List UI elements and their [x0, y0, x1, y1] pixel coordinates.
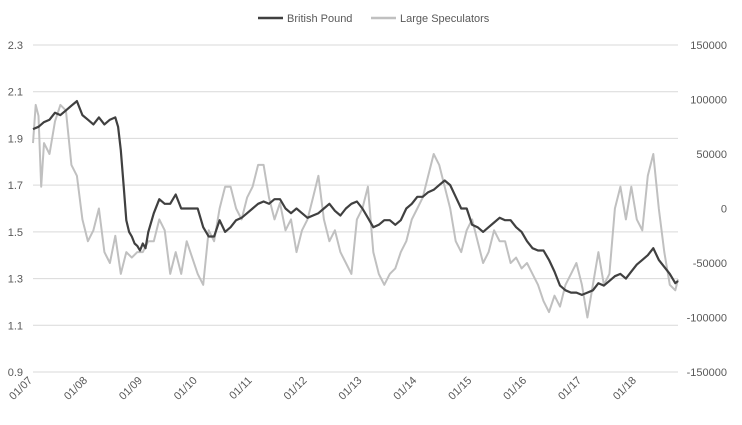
- x-tick-label: 01/08: [62, 375, 90, 403]
- left-tick-label: 1.9: [8, 133, 23, 145]
- x-tick-label: 01/15: [446, 375, 474, 403]
- x-tick-label: 01/12: [282, 375, 310, 403]
- x-tick-label: 01/14: [391, 375, 419, 403]
- left-tick-label: 1.1: [8, 320, 23, 332]
- left-tick-label: 2.3: [8, 40, 23, 52]
- legend: British Pound Large Speculators: [258, 13, 490, 25]
- x-axis: 01/07 01/08 01/09 01/10 01/11 01/12 01/13 01/14…: [7, 375, 639, 403]
- gridlines: [33, 44, 678, 373]
- right-tick-label: -100000: [687, 313, 727, 325]
- x-tick-label: 01/13: [337, 375, 365, 403]
- right-tick-label: -50000: [693, 258, 727, 270]
- right-tick-label: -150000: [687, 367, 727, 379]
- right-tick-label: 0: [721, 204, 727, 216]
- x-tick-label: 01/17: [556, 375, 584, 403]
- right-tick-label: 100000: [690, 95, 727, 107]
- legend-label: Large Speculators: [400, 13, 490, 25]
- series-line-large-speculators: [32, 103, 679, 319]
- left-y-axis: 0.9 1.1 1.3 1.5 1.7 1.9 2.1 2.3: [8, 40, 23, 379]
- x-tick-label: 01/11: [227, 375, 254, 402]
- right-tick-label: 150000: [690, 40, 727, 52]
- series-line-british-pound: [32, 99, 679, 296]
- left-tick-label: 1.7: [8, 180, 23, 192]
- right-tick-label: 50000: [696, 149, 727, 161]
- legend-label: British Pound: [287, 13, 352, 25]
- left-tick-label: 1.3: [8, 274, 23, 286]
- x-tick-label: 01/16: [501, 375, 529, 403]
- x-tick-label: 01/10: [172, 375, 200, 403]
- right-y-axis: -150000 -100000 -50000 0 50000 100000 150000: [687, 40, 727, 379]
- x-tick-label: 01/09: [117, 375, 145, 403]
- x-tick-label: 01/18: [611, 375, 639, 403]
- left-tick-label: 1.5: [8, 227, 23, 239]
- series-lines: [32, 99, 679, 319]
- left-tick-label: 2.1: [8, 87, 23, 99]
- left-tick-label: 0.9: [8, 367, 23, 379]
